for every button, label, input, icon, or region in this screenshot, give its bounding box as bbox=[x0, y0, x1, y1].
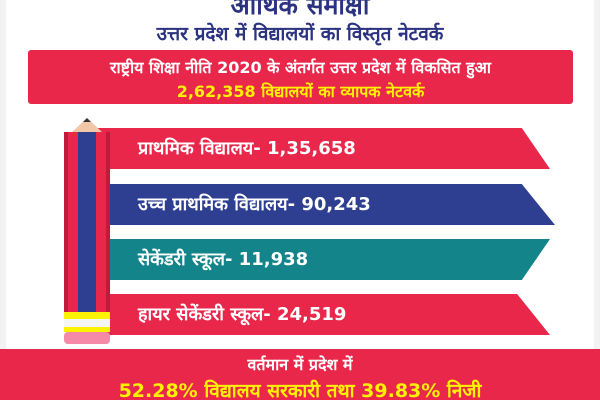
page-title: आर्थिक समीक्षा bbox=[230, 0, 370, 20]
higher-secondary-school-strip: हायर सेकेंडरी स्कूल- 24,519 bbox=[80, 294, 550, 335]
upper-primary-school-strip: उच्च प्राथमिक विद्यालय- 90,243 bbox=[80, 184, 555, 225]
banner-line-1: राष्ट्रीय शिक्षा नीति 2020 के अंतर्गत उत… bbox=[109, 58, 492, 77]
banner-line-2: 2,62,358 विद्यालयों का व्यापक नेटवर्क bbox=[176, 82, 425, 101]
left-frame-border bbox=[0, 0, 6, 400]
secondary-school-strip: सेकेंडरी स्कूल- 11,938 bbox=[80, 239, 550, 280]
pencil-icon bbox=[64, 118, 110, 344]
footer-line-2: 52.28% विद्यालय सरकारी तथा 39.83% निजी bbox=[118, 380, 482, 400]
nep-banner: राष्ट्रीय शिक्षा नीति 2020 के अंतर्गत उत… bbox=[28, 50, 573, 104]
page-subtitle: उत्तर प्रदेश में विद्यालयों का विस्तृत न… bbox=[156, 23, 444, 45]
footer-banner: वर्तमान में प्रदेश में 52.28% विद्यालय स… bbox=[0, 349, 600, 400]
right-frame-border bbox=[594, 0, 600, 400]
footer-line-1: वर्तमान में प्रदेश में bbox=[247, 355, 353, 374]
primary-school-strip: प्राथमिक विद्यालय- 1,35,658 bbox=[80, 128, 550, 169]
